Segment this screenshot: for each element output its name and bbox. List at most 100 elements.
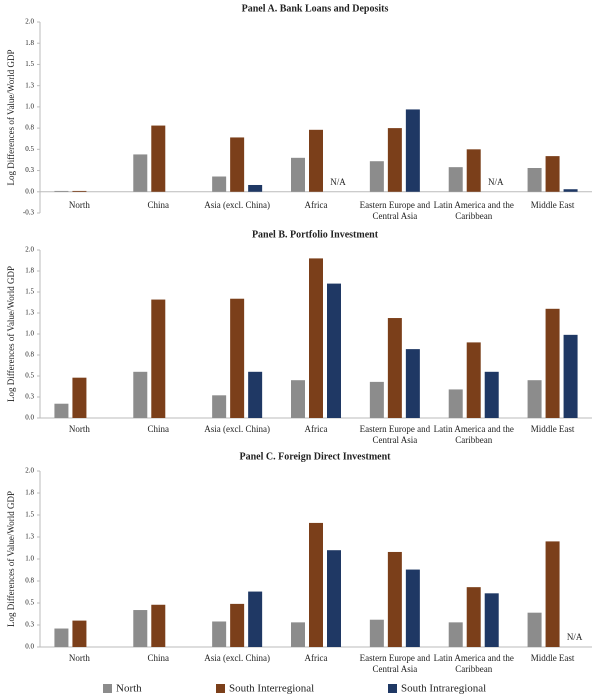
bar (405, 109, 420, 192)
x-tick-label: China (147, 200, 170, 210)
bar (230, 137, 245, 192)
y-tick-label: 0.8 (25, 124, 34, 132)
bar (248, 371, 263, 418)
panel-title: Panel B. Portfolio Investment (252, 229, 379, 240)
y-axis-label: Log Differences of Value/World GDP (6, 50, 16, 186)
y-tick-label: 0.8 (25, 351, 34, 359)
bar (448, 389, 463, 418)
x-tick-label: Middle East (530, 653, 575, 663)
y-tick-label: -0.3 (23, 209, 35, 217)
y-tick-label: 0.5 (25, 372, 34, 380)
y-tick-label: 1.3 (25, 533, 34, 541)
y-tick-label: 1.8 (25, 39, 34, 47)
bar (133, 371, 148, 418)
x-tick-label: North (68, 424, 90, 434)
legend-swatch (103, 684, 112, 693)
bar (563, 334, 578, 418)
y-tick-label: 1.0 (25, 330, 34, 338)
bar (72, 620, 87, 647)
y-tick-label: 0.0 (25, 187, 34, 195)
bar (72, 377, 87, 418)
x-tick-label: China (147, 653, 170, 663)
x-tick-label: Asia (excl. China) (204, 653, 270, 663)
x-tick-label: Latin America and the Caribbean (433, 424, 514, 445)
y-tick-label: 2.0 (25, 18, 34, 26)
y-tick-label: 1.5 (25, 288, 34, 296)
bar (405, 569, 420, 647)
bar (291, 157, 305, 192)
bar (484, 593, 499, 647)
value-label: N/A (488, 177, 504, 187)
x-tick-label: Africa (304, 653, 328, 663)
bar (248, 184, 263, 192)
bar (327, 550, 341, 647)
bar (369, 161, 384, 192)
bar (54, 403, 69, 418)
x-tick-label: North (68, 653, 90, 663)
bar (448, 167, 463, 192)
y-tick-label: 0.0 (25, 414, 34, 422)
bar (212, 621, 227, 647)
bar (466, 149, 481, 192)
x-tick-label: Eastern Europe and Central Asia (359, 424, 431, 445)
bar (309, 258, 323, 418)
x-tick-label: Middle East (530, 424, 575, 434)
bar (291, 622, 305, 647)
bar (327, 283, 341, 418)
bar (527, 380, 542, 418)
panel-title: Panel A. Bank Loans and Deposits (242, 3, 389, 14)
bar (212, 176, 227, 192)
y-tick-label: 0.0 (25, 643, 34, 651)
x-tick-label: North (68, 200, 90, 210)
y-axis-label: Log Differences of Value/World GDP (6, 266, 16, 402)
bar (54, 190, 69, 192)
legend-swatch (216, 684, 225, 693)
panel-title: Panel C. Foreign Direct Investment (240, 451, 392, 462)
x-tick-label: Latin America and the Caribbean (433, 200, 514, 221)
legend-label: South Intraregional (401, 683, 486, 695)
bar (484, 371, 499, 418)
value-label: N/A (567, 632, 583, 642)
bar (466, 342, 481, 418)
bar (309, 522, 323, 647)
x-tick-label: Latin America and the Caribbean (433, 653, 514, 674)
x-tick-label: Africa (304, 200, 328, 210)
bar (369, 381, 384, 418)
bar (248, 591, 263, 647)
y-tick-label: 2.0 (25, 467, 34, 475)
bar (230, 298, 245, 418)
x-tick-label: Asia (excl. China) (204, 200, 270, 210)
y-tick-label: 0.3 (25, 621, 34, 629)
y-tick-label: 1.5 (25, 60, 34, 68)
bar (291, 380, 305, 418)
x-tick-label: Africa (304, 424, 328, 434)
y-tick-label: 1.5 (25, 511, 34, 519)
value-label: N/A (330, 177, 346, 187)
bar (133, 154, 148, 192)
bar (545, 156, 560, 192)
bar (72, 190, 87, 192)
x-tick-label: Eastern Europe and Central Asia (359, 200, 431, 221)
bar (448, 622, 463, 647)
bar (54, 628, 69, 647)
bar (151, 125, 166, 192)
bar (466, 587, 481, 647)
bar (387, 551, 402, 647)
y-tick-label: 1.3 (25, 81, 34, 89)
bar (527, 612, 542, 647)
bar (405, 349, 420, 418)
bar (545, 541, 560, 647)
legend-label: North (116, 683, 142, 695)
x-tick-label: Asia (excl. China) (204, 424, 270, 434)
bar (369, 619, 384, 647)
bar (563, 189, 578, 192)
x-tick-label: China (147, 424, 170, 434)
y-tick-label: 1.3 (25, 309, 34, 317)
y-tick-label: 0.8 (25, 577, 34, 585)
bar (230, 603, 245, 647)
y-tick-label: 2.0 (25, 246, 34, 254)
bar (151, 604, 166, 647)
y-tick-label: 1.8 (25, 489, 34, 497)
